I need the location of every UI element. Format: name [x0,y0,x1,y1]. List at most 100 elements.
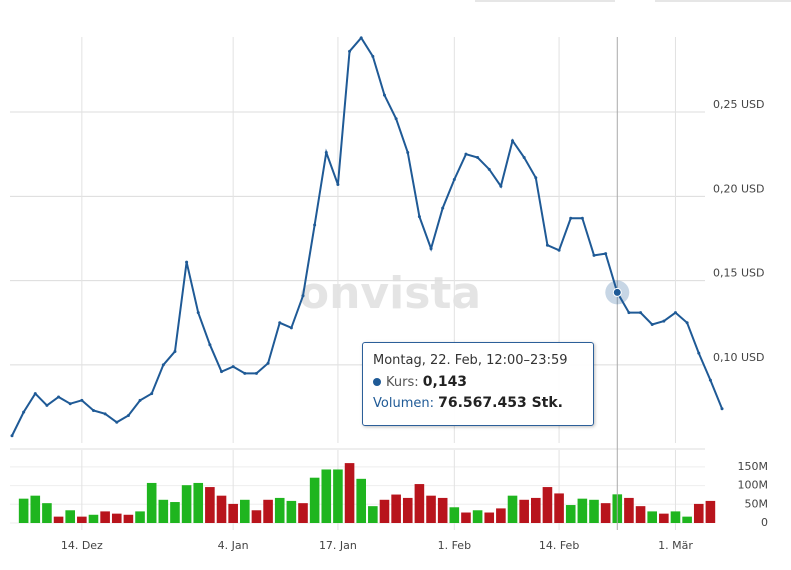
volume-bar [205,487,215,523]
volume-bar [496,508,506,523]
price-point [522,156,526,160]
price-point [604,252,608,256]
volume-bar [158,499,169,523]
price-point [10,434,14,438]
y-tick-label: 0,25 USD [713,98,765,111]
price-point [592,253,596,257]
volume-bar [274,497,285,523]
tooltip-price: 0,143 [422,374,468,390]
price-line [11,36,723,437]
volume-bar [146,482,157,523]
x-tick-label: 14. Feb [539,539,579,552]
price-point [173,349,177,353]
volume-bar [240,499,250,523]
volume-bar [228,503,238,523]
price-point [720,407,724,411]
price-point [126,414,130,418]
price-point [278,321,282,325]
tooltip-price-row: Kurs: 0,143 [373,374,467,390]
price-point [557,248,561,252]
volume-bar [251,510,262,523]
price-point [161,363,165,367]
volume-bar [635,506,646,523]
price-point [336,183,340,187]
volume-bar [379,499,390,523]
tooltip-volume-label: Volumen: [373,396,434,411]
volume-bar [53,516,64,523]
price-point [569,216,573,220]
volume-bar [42,503,52,523]
volume-bar [123,514,134,523]
volume-bar [577,498,588,523]
volume-bar [333,469,343,523]
price-point [313,223,317,227]
volume-bar [135,511,145,523]
price-point [289,326,293,330]
price-point [534,176,538,180]
price-point [627,311,631,315]
price-point [103,412,107,416]
volume-bar [682,516,692,523]
volume-bar [542,487,553,523]
x-tick-label: 14. Dez [61,539,103,552]
price-point [417,215,421,219]
price-point [150,392,154,396]
price-point [476,156,480,160]
price-point [45,403,49,407]
price-point [324,150,328,154]
volume-bar [309,477,320,523]
volume-bar [193,482,204,523]
volume-bar [705,500,716,523]
tooltip-dot [373,378,381,386]
price-point [673,311,677,315]
volume-bar [100,511,110,523]
price-point [441,206,445,210]
price-point [708,378,712,382]
volume-bar [111,513,122,523]
price-point [348,49,352,53]
price-point [371,54,375,58]
volume-tick-label: 150M [738,460,769,473]
volume-bar [344,463,355,523]
price-point [545,243,549,247]
price-point [243,371,247,375]
price-point [22,410,26,414]
volume-bar [426,495,436,523]
y-tick-label: 0,20 USD [713,182,765,195]
volume-bar [461,512,471,523]
price-point [80,398,84,402]
volume-bar [647,511,657,523]
price-point [231,365,235,369]
price-point [220,370,224,374]
volume-bar [531,497,541,523]
price-point [639,311,643,315]
price-point [580,216,584,220]
volume-bar [624,497,634,523]
price-point [452,177,456,181]
x-tick-label: 4. Jan [218,539,249,552]
tooltip-volume: 76.567.453 Stk. [438,395,563,411]
volume-bar [263,499,273,523]
price-point [697,351,701,355]
y-tick-label: 0,15 USD [713,267,765,280]
volume-bar [170,502,180,523]
price-point [612,287,622,297]
volume-bar [484,512,495,523]
watermark: onvista [299,268,481,319]
price-point [208,343,212,347]
price-point [57,395,61,399]
price-point [196,311,200,315]
price-point [685,321,689,325]
volume-bar [472,510,483,523]
price-point [91,408,95,412]
volume-bar [88,514,99,523]
volume-bar [449,507,460,523]
volume-tick-label: 0 [761,516,768,529]
price-point [499,184,503,188]
x-tick-label: 17. Jan [319,539,357,552]
volume-bar [356,478,366,523]
volume-bar [670,511,681,523]
price-point [429,247,433,251]
tooltip-price-label: Kurs: [386,375,419,390]
